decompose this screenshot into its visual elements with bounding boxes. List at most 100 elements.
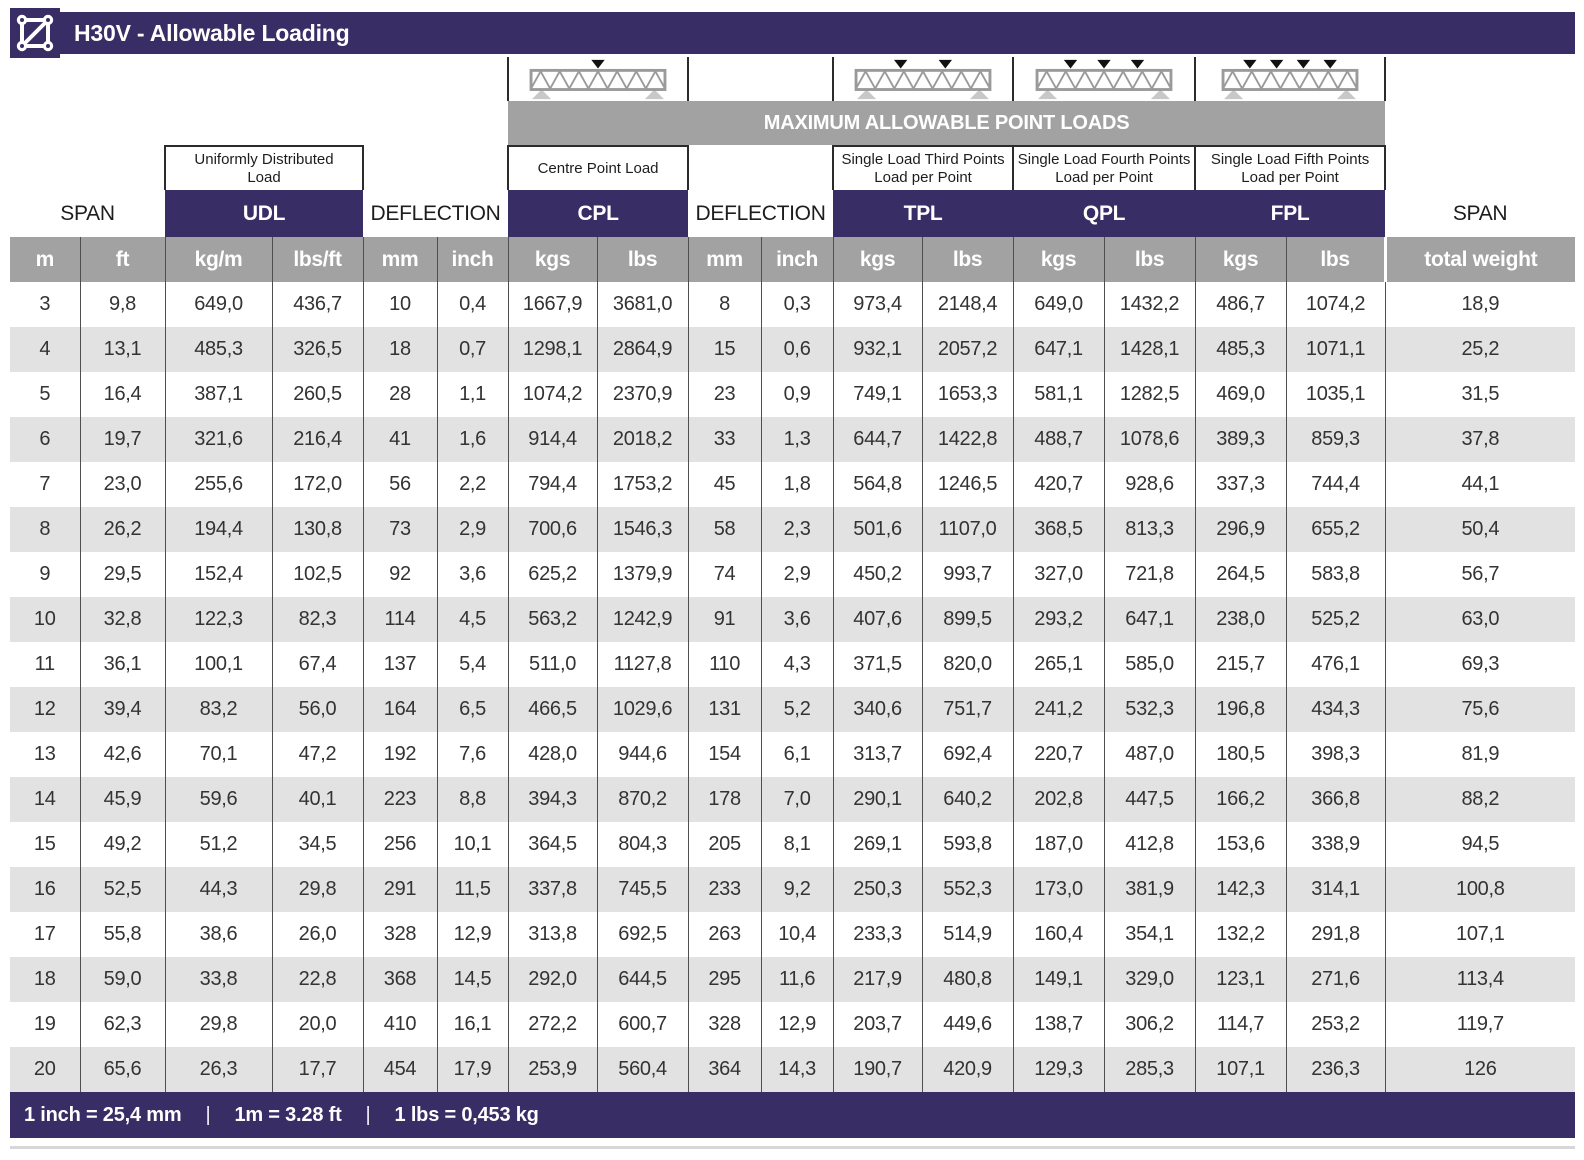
table-cell: 488,7 (1013, 417, 1105, 462)
table-cell: 74 (688, 552, 762, 597)
table-cell: 3,6 (761, 597, 834, 642)
qpl-truss-diagram (1012, 57, 1197, 101)
table-cell: 1246,5 (922, 462, 1014, 507)
table-cell: 1107,0 (922, 507, 1014, 552)
table-cell: 12,9 (437, 912, 509, 957)
table-cell: 62,3 (80, 1002, 166, 1047)
table-cell: 39,4 (80, 687, 166, 732)
table-cell: 33 (688, 417, 762, 462)
table-row-span-4: 4 13,1 485,3 326,5 18 0,7 1298,1 2864,9 15 0,6 932… (10, 327, 1576, 372)
blank-cell (10, 101, 508, 146)
table-cell: 8,1 (761, 822, 834, 867)
table-cell: 6,1 (761, 732, 834, 777)
table-cell: 313,8 (508, 912, 598, 957)
conversion-item: 1 lbs = 0,453 kg (394, 1103, 539, 1126)
table-cell: 18 (363, 327, 438, 372)
table-cell: 203,7 (833, 1002, 923, 1047)
table-cell: 173,0 (1013, 867, 1105, 912)
table-cell: 0,4 (437, 282, 509, 327)
table-row-span-5: 5 16,4 387,1 260,5 28 1,1 1074,2 2370,9 23 0,9 749… (10, 372, 1576, 417)
table-cell: 1127,8 (597, 642, 689, 687)
table-cell: 640,2 (922, 777, 1014, 822)
table-cell: 366,8 (1286, 777, 1386, 822)
table-cell: 20,0 (272, 1002, 364, 1047)
blank-cell (687, 146, 835, 190)
table-cell: 37,8 (1385, 417, 1576, 462)
table-row-span-15: 15 49,2 51,2 34,5 256 10,1 364,5 804,3 205 8,1 269… (10, 822, 1576, 867)
table-cell: 16,1 (437, 1002, 509, 1047)
span-right-header: SPAN (1385, 190, 1576, 237)
table-cell: 202,8 (1013, 777, 1105, 822)
udl-header: UDL (165, 190, 363, 237)
table-cell: 751,7 (922, 687, 1014, 732)
table-cell: 56,0 (272, 687, 364, 732)
table-row-span-17: 17 55,8 38,6 26,0 328 12,9 313,8 692,5 263 10,4 23… (10, 912, 1576, 957)
table-cell: 23 (688, 372, 762, 417)
table-cell: 486,7 (1195, 282, 1287, 327)
unit-header-cell: lbs/ft (272, 237, 364, 282)
table-cell: 63,0 (1385, 597, 1576, 642)
table-cell: 154 (688, 732, 762, 777)
table-cell: 2,9 (761, 552, 834, 597)
table-cell: 0,6 (761, 327, 834, 372)
table-cell: 18,9 (1385, 282, 1576, 327)
max-point-loads-banner: MAXIMUM ALLOWABLE POINT LOADS (508, 101, 1386, 146)
conversion-item: 1m = 3.28 ft (234, 1103, 342, 1126)
table-cell: 152,4 (165, 552, 273, 597)
table-cell: 55,8 (80, 912, 166, 957)
table-cell: 130,8 (272, 507, 364, 552)
table-cell: 1074,2 (1286, 282, 1386, 327)
table-cell: 29,8 (165, 1002, 273, 1047)
table-cell: 16,4 (80, 372, 166, 417)
table-cell: 398,3 (1286, 732, 1386, 777)
unit-header-cell: mm (688, 237, 762, 282)
table-cell: 10,4 (761, 912, 834, 957)
table-cell: 932,1 (833, 327, 923, 372)
table-cell: 73 (363, 507, 438, 552)
blank-cell (10, 57, 509, 101)
table-cell: 485,3 (1195, 327, 1287, 372)
table-cell: 11 (10, 642, 81, 687)
table-cell: 65,6 (80, 1047, 166, 1092)
udl-sub-label: Uniformly Distributed Load (164, 145, 364, 190)
table-cell: 113,4 (1385, 957, 1576, 1002)
qpl-sub-label: Single Load Fourth Points Load per Point (1012, 145, 1197, 190)
table-cell: 469,0 (1195, 372, 1287, 417)
table-cell: 138,7 (1013, 1002, 1105, 1047)
table-cell: 22,8 (272, 957, 364, 1002)
table-cell: 256 (363, 822, 438, 867)
table-cell: 291 (363, 867, 438, 912)
unit-header-cell: ft (80, 237, 166, 282)
table-cell: 14,3 (761, 1047, 834, 1092)
table-cell: 532,3 (1104, 687, 1196, 732)
table-cell: 293,2 (1013, 597, 1105, 642)
cpl-sub-label: Centre Point Load (507, 145, 690, 190)
table-cell: 83,2 (165, 687, 273, 732)
table-cell: 0,9 (761, 372, 834, 417)
page-bottom-edge (10, 1146, 1575, 1149)
unit-header-cell: kgs (508, 237, 598, 282)
table-cell: 38,6 (165, 912, 273, 957)
footer-separator: | (365, 1103, 371, 1126)
deflection-cpl-header: DEFLECTION (688, 190, 834, 237)
table-cell: 434,3 (1286, 687, 1386, 732)
table-cell: 1432,2 (1104, 282, 1196, 327)
tpl-sub-label: Single Load Third Points Load per Point (832, 145, 1015, 190)
table-cell: 238,0 (1195, 597, 1287, 642)
table-cell: 721,8 (1104, 552, 1196, 597)
table-cell: 327,0 (1013, 552, 1105, 597)
table-cell: 552,3 (922, 867, 1014, 912)
table-cell: 394,3 (508, 777, 598, 822)
table-cell: 813,3 (1104, 507, 1196, 552)
table-cell: 560,4 (597, 1047, 689, 1092)
table-cell: 1667,9 (508, 282, 598, 327)
table-cell: 17,9 (437, 1047, 509, 1092)
table-cell: 2370,9 (597, 372, 689, 417)
table-cell: 15 (10, 822, 81, 867)
table-cell: 1071,1 (1286, 327, 1386, 372)
table-cell: 75,6 (1385, 687, 1576, 732)
table-cell: 338,9 (1286, 822, 1386, 867)
table-cell: 45,9 (80, 777, 166, 822)
table-cell: 436,7 (272, 282, 364, 327)
group-header-row: SPAN UDL DEFLECTION CPL DEFLECTION TPL Q… (10, 190, 1576, 237)
